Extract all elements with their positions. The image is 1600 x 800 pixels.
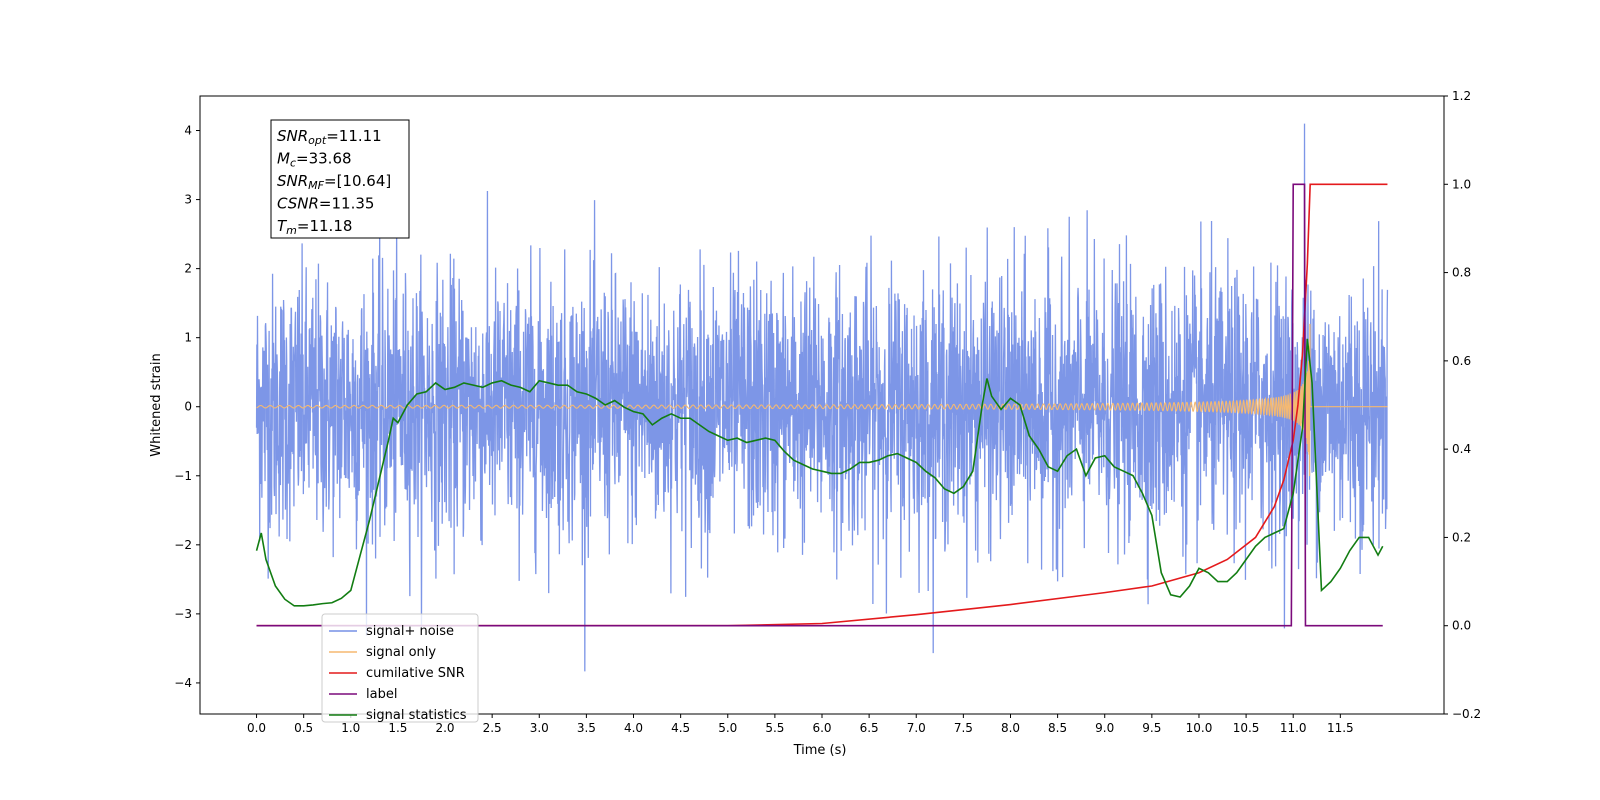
legend-label: cumilative SNR xyxy=(366,666,465,681)
y-tick-label: 4 xyxy=(184,124,192,138)
x-tick-label: 11.0 xyxy=(1280,721,1307,735)
x-tick-label: 0.5 xyxy=(294,721,313,735)
legend-label: signal+ noise xyxy=(366,624,454,639)
x-tick-label: 9.0 xyxy=(1095,721,1114,735)
y2-tick-label: 0.4 xyxy=(1452,442,1471,456)
x-axis: 0.0 0.5 1.0 1.5 2.0 2.5 3.0 3.5 4.0 4.5 5.0 5.5 6.0 6… xyxy=(247,714,1354,735)
series-signal-statistics xyxy=(255,338,1384,607)
annotation-line: SNRopt=11.11 xyxy=(277,127,382,147)
y-tick-label: 3 xyxy=(184,193,192,207)
x-tick-label: 2.0 xyxy=(435,721,454,735)
series-label xyxy=(256,183,1383,627)
annotation-line: Tm=11.18 xyxy=(277,217,352,237)
y-tick-label: −3 xyxy=(174,607,192,621)
y-tick-label: 2 xyxy=(184,262,192,276)
x-tick-label: 8.0 xyxy=(1001,721,1020,735)
y-axis-right: 1.2 1.0 0.8 0.6 0.4 0.2 0.0 −0.2 xyxy=(1444,89,1481,721)
x-tick-label: 9.5 xyxy=(1142,721,1161,735)
legend-label: signal only xyxy=(366,645,436,660)
legend-label: label xyxy=(366,687,397,702)
plot-area xyxy=(255,123,1389,672)
y2-tick-label: 1.0 xyxy=(1452,177,1471,191)
y2-tick-label: 0.6 xyxy=(1452,354,1471,368)
x-tick-label: 5.5 xyxy=(765,721,784,735)
x-tick-label: 0.0 xyxy=(247,721,266,735)
x-tick-label: 2.5 xyxy=(483,721,502,735)
x-tick-label: 7.0 xyxy=(907,721,926,735)
x-tick-label: 1.5 xyxy=(388,721,407,735)
x-tick-label: 3.5 xyxy=(577,721,596,735)
y2-tick-label: 0.0 xyxy=(1452,619,1471,633)
legend-frame xyxy=(321,613,479,723)
y2-tick-label: −0.2 xyxy=(1452,707,1481,721)
x-tick-label: 6.0 xyxy=(812,721,831,735)
x-tick-label: 8.5 xyxy=(1048,721,1067,735)
legend-label: signal statistics xyxy=(366,708,467,723)
y-tick-label: 0 xyxy=(184,400,192,414)
y2-tick-label: 1.2 xyxy=(1452,89,1471,103)
x-axis-label: Time (s) xyxy=(793,743,847,758)
x-tick-label: 1.0 xyxy=(341,721,360,735)
x-tick-label: 4.0 xyxy=(624,721,643,735)
x-tick-label: 5.0 xyxy=(718,721,737,735)
x-tick-label: 6.5 xyxy=(860,721,879,735)
series-signal-only xyxy=(256,323,1388,477)
x-tick-label: 11.5 xyxy=(1327,721,1354,735)
y-tick-label: −1 xyxy=(174,469,192,483)
y-tick-label: −4 xyxy=(174,676,192,690)
y-axis-label: Whitened strain xyxy=(149,353,164,456)
annotation-frame xyxy=(270,119,410,239)
annotation-line: SNRMF=[10.64] xyxy=(277,172,391,192)
annotation-line: CSNR=11.35 xyxy=(277,195,374,213)
x-tick-label: 3.0 xyxy=(530,721,549,735)
x-tick-label: 10.0 xyxy=(1186,721,1213,735)
y-tick-label: −2 xyxy=(174,538,192,552)
series-cumulative-snr xyxy=(256,183,1388,627)
y2-tick-label: 0.8 xyxy=(1452,266,1471,280)
x-tick-label: 4.5 xyxy=(671,721,690,735)
x-tick-label: 10.5 xyxy=(1233,721,1260,735)
y-tick-label: 1 xyxy=(184,331,192,345)
y2-tick-label: 0.2 xyxy=(1452,530,1471,544)
annotation-line: Mc=33.68 xyxy=(277,150,352,170)
x-tick-label: 7.5 xyxy=(954,721,973,735)
legend: signal+ noise signal only cumilative SNR la… xyxy=(321,613,479,723)
y-axis-left: 4 3 2 1 0 −1 −2 −3 −4 xyxy=(174,124,200,690)
series-signal-noise xyxy=(255,123,1389,672)
